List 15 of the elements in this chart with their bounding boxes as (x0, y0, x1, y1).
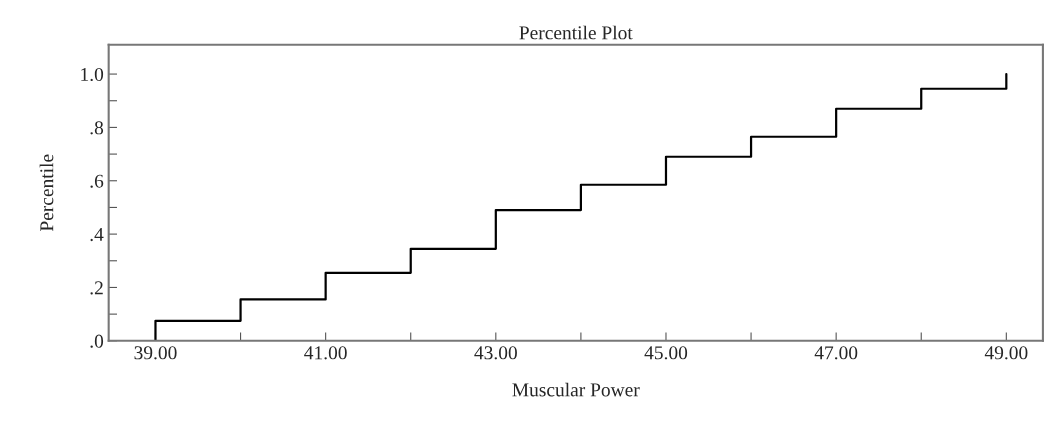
y-tick-label: .8 (90, 121, 104, 135)
y-tick-label: .6 (90, 174, 104, 188)
y-tick-label: 1.0 (81, 67, 104, 82)
x-tick-label: 39.00 (134, 346, 177, 360)
x-tick-label: 41.00 (304, 346, 347, 360)
y-axis-title: Percentile (39, 154, 54, 232)
x-tick-label: 49.00 (984, 346, 1028, 360)
y-tick-label: .0 (90, 334, 104, 348)
x-tick-label: 43.00 (474, 346, 517, 360)
x-axis-title: Muscular Power (512, 382, 640, 397)
y-tick-label: .2 (90, 281, 103, 295)
chart-title: Percentile Plot (519, 25, 633, 40)
x-tick-label: 47.00 (814, 346, 858, 360)
x-tick-label: 45.00 (644, 346, 688, 360)
y-tick-label: .4 (90, 228, 104, 242)
